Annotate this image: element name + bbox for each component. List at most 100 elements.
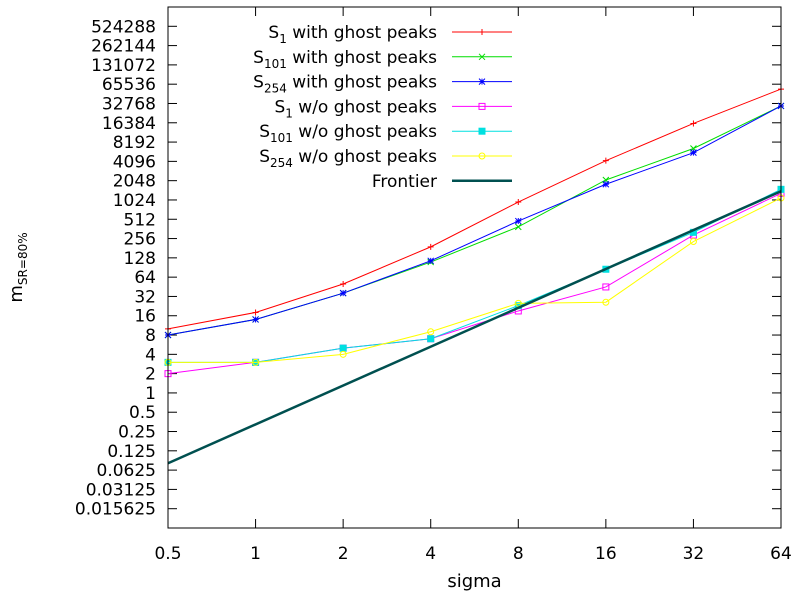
legend-label: S101 w/o ghost peaks bbox=[259, 122, 437, 145]
data-point bbox=[602, 157, 609, 164]
legend-label-main: S bbox=[253, 73, 264, 93]
y-tick-label: 2 bbox=[145, 365, 156, 385]
series-4 bbox=[164, 185, 785, 366]
y-tick-label: 0.015625 bbox=[75, 500, 156, 520]
series-1 bbox=[164, 102, 785, 339]
legend-entry: Frontier bbox=[372, 172, 512, 192]
y-tick-label: 16 bbox=[134, 307, 156, 327]
legend-label-rest: w/o ghost peaks bbox=[293, 97, 437, 117]
y-tick-label: 16384 bbox=[102, 114, 156, 134]
y-tick-label: 32 bbox=[134, 287, 156, 307]
series-3 bbox=[164, 189, 785, 378]
y-tick-label: 0.0625 bbox=[97, 461, 156, 481]
data-point bbox=[478, 152, 486, 160]
x-tick-label: 16 bbox=[595, 544, 617, 564]
legend-label-main: S bbox=[253, 48, 264, 68]
series-5 bbox=[164, 194, 785, 366]
legend-label-sub: 1 bbox=[279, 32, 287, 46]
legend-entry: S1 with ghost peaks bbox=[268, 23, 512, 46]
series-line bbox=[168, 197, 782, 363]
legend-label-main: S bbox=[259, 122, 270, 142]
series-line bbox=[167, 190, 782, 465]
data-point bbox=[478, 78, 486, 85]
data-point bbox=[427, 328, 435, 336]
y-tick-label: 524288 bbox=[91, 17, 156, 37]
legend-label-sub: 254 bbox=[264, 82, 287, 96]
x-tick-label: 1 bbox=[250, 544, 261, 564]
legend-entry: S254 with ghost peaks bbox=[253, 73, 512, 96]
series-line bbox=[167, 192, 782, 375]
data-point bbox=[427, 335, 435, 343]
x-axis-ticks: 0.5 1 2 4 8 16 32 64 bbox=[154, 7, 792, 564]
x-tick-label: 32 bbox=[683, 544, 705, 564]
data-point bbox=[478, 102, 486, 110]
series-6 bbox=[167, 190, 782, 465]
data-point bbox=[340, 281, 347, 288]
legend-label: S254 w/o ghost peaks bbox=[259, 147, 437, 170]
legend-label-main: S bbox=[274, 97, 285, 117]
legend-entry: S1 w/o ghost peaks bbox=[274, 97, 512, 120]
legend-label-rest: w/o ghost peaks bbox=[293, 122, 437, 142]
legend-label-rest: with ghost peaks bbox=[287, 73, 437, 93]
legend-label: S1 with ghost peaks bbox=[268, 23, 437, 46]
data-point bbox=[514, 299, 522, 307]
y-tick-label: 32768 bbox=[102, 94, 156, 114]
y-tick-label: 0.125 bbox=[107, 442, 156, 462]
data-point bbox=[478, 127, 486, 135]
legend-entry: S101 w/o ghost peaks bbox=[259, 122, 512, 145]
data-point bbox=[514, 223, 522, 231]
data-point bbox=[602, 180, 610, 188]
y-tick-label: 0.03125 bbox=[86, 480, 156, 500]
legend-label: S254 with ghost peaks bbox=[253, 73, 437, 96]
plot-frame bbox=[167, 6, 782, 529]
data-point bbox=[339, 289, 347, 297]
legend-label-sub: 1 bbox=[285, 106, 293, 120]
legend-label-sub: 101 bbox=[264, 57, 287, 71]
data-point bbox=[339, 350, 347, 358]
x-axis-title: sigma bbox=[447, 571, 501, 592]
series-0 bbox=[165, 86, 784, 332]
data-point bbox=[602, 283, 610, 291]
y-tick-label: 0.25 bbox=[118, 423, 156, 443]
y-tick-label: 256 bbox=[124, 230, 156, 250]
x-tick-label: 8 bbox=[513, 544, 524, 564]
y-tick-label: 4 bbox=[145, 345, 156, 365]
y-tick-label: 262144 bbox=[91, 37, 156, 57]
y-tick-label: 65536 bbox=[102, 75, 156, 95]
legend-label: S101 with ghost peaks bbox=[253, 48, 437, 71]
legend-entry: S254 w/o ghost peaks bbox=[259, 147, 512, 170]
data-point bbox=[602, 298, 610, 306]
series-2 bbox=[164, 102, 785, 339]
data-point bbox=[427, 243, 434, 250]
y-tick-label: 1 bbox=[145, 384, 156, 404]
data-point bbox=[515, 199, 522, 206]
data-point bbox=[514, 217, 522, 225]
data-point bbox=[478, 53, 486, 61]
x-tick-label: 0.5 bbox=[154, 544, 181, 564]
data-point bbox=[689, 238, 697, 246]
legend-label-main: S bbox=[268, 23, 279, 43]
data-point bbox=[427, 257, 435, 265]
x-tick-label: 4 bbox=[425, 544, 436, 564]
data-point bbox=[252, 316, 259, 323]
series-layer bbox=[164, 86, 785, 465]
legend-label: Frontier bbox=[372, 172, 437, 192]
legend-label: S1 w/o ghost peaks bbox=[274, 97, 437, 120]
y-tick-label: 128 bbox=[124, 249, 156, 269]
legend-label-main: S bbox=[259, 147, 270, 167]
series-line bbox=[167, 105, 782, 336]
y-tick-label: 8 bbox=[145, 326, 156, 346]
series-line bbox=[168, 188, 782, 363]
y-axis-ticks: 0.0156250.031250.06250.1250.250.51248163… bbox=[75, 17, 781, 520]
data-point bbox=[339, 344, 347, 352]
legend-label-sub: 101 bbox=[270, 131, 293, 145]
y-axis-title-sub: SR=80% bbox=[16, 232, 30, 285]
y-tick-label: 0.5 bbox=[129, 403, 156, 423]
y-tick-label: 2048 bbox=[113, 172, 156, 192]
legend-label-rest: with ghost peaks bbox=[287, 23, 437, 43]
x-tick-label: 2 bbox=[338, 544, 349, 564]
y-tick-label: 1024 bbox=[113, 191, 156, 211]
y-axis-title: mSR=80% bbox=[6, 232, 30, 302]
